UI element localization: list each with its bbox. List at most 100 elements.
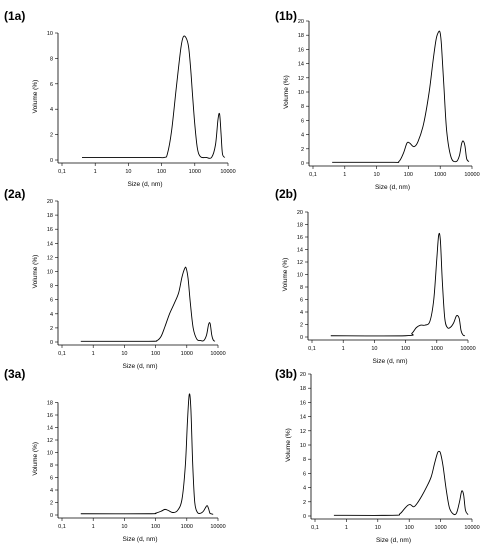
y-tick-label: 2 xyxy=(301,147,304,153)
panel-label: (2b) xyxy=(275,187,297,201)
x-axis-title: Size (d, nm) xyxy=(122,536,157,543)
y-tick-label: 6 xyxy=(50,82,53,88)
x-tick-label: 10000 xyxy=(210,351,225,357)
y-tick-label: 8 xyxy=(303,457,306,463)
x-tick-label: 0,1 xyxy=(58,169,66,175)
x-tick-label: 100 xyxy=(157,169,166,175)
y-tick-label: 4 xyxy=(50,107,53,113)
series-line xyxy=(80,266,216,342)
y-tick-label: 16 xyxy=(47,227,53,233)
y-tick-label: 14 xyxy=(47,426,53,432)
x-tick-label: 1 xyxy=(343,172,346,178)
y-tick-label: 6 xyxy=(50,298,53,304)
y-tick-label: 8 xyxy=(50,463,53,469)
y-tick-label: 10 xyxy=(47,270,53,276)
y-tick-label: 2 xyxy=(50,133,53,139)
x-tick-label: 1000 xyxy=(434,172,446,178)
y-tick-label: 10 xyxy=(298,90,304,96)
x-tick-label: 10 xyxy=(121,351,127,357)
x-tick-label: 100 xyxy=(404,172,413,178)
x-axis-title: Size (d, nm) xyxy=(372,358,407,365)
panel-label: (1a) xyxy=(4,9,25,23)
y-tick-label: 6 xyxy=(301,118,304,124)
y-tick-label: 10 xyxy=(47,31,53,37)
y-tick-label: 18 xyxy=(298,33,304,39)
y-tick-label: 12 xyxy=(297,260,303,266)
y-tick-label: 10 xyxy=(47,451,53,457)
x-tick-label: 0,1 xyxy=(309,172,317,178)
chart-panel-1: (1a) 0,1 1 10 100 1000 10000 0 2 4 6 8 10 Size (d, nm… xyxy=(4,9,236,188)
y-tick-label: 6 xyxy=(300,298,303,304)
y-tick-label: 4 xyxy=(303,486,306,492)
y-tick-label: 0 xyxy=(300,335,303,341)
x-tick-label: 0,1 xyxy=(308,346,316,352)
panel-label: (1b) xyxy=(275,9,297,23)
y-axis-title: Volume (%) xyxy=(32,80,39,114)
y-tick-label: 18 xyxy=(47,213,53,219)
y-axis-title: Volume (%) xyxy=(283,75,290,109)
x-tick-label: 100 xyxy=(405,525,414,531)
x-tick-label: 10000 xyxy=(210,524,225,530)
x-tick-label: 10000 xyxy=(464,525,479,531)
y-tick-label: 4 xyxy=(300,310,303,316)
x-tick-label: 1 xyxy=(94,169,97,175)
x-tick-label: 0,1 xyxy=(311,525,319,531)
chart-panel-4: (2b) 0,1 1 10 100 1000 10000 0 2 4 6 8 10 12 14 16 18 20 S… xyxy=(275,187,476,365)
y-tick-label: 16 xyxy=(298,47,304,53)
series-line xyxy=(330,232,466,337)
y-tick-label: 14 xyxy=(297,248,303,254)
y-tick-label: 0 xyxy=(50,340,53,346)
y-tick-label: 20 xyxy=(47,199,53,205)
x-axis-title: Size (d, nm) xyxy=(122,363,157,370)
y-tick-label: 14 xyxy=(47,241,53,247)
x-tick-label: 100 xyxy=(151,351,160,357)
y-tick-label: 4 xyxy=(301,133,304,139)
x-tick-label: 10000 xyxy=(220,169,235,175)
x-tick-label: 10 xyxy=(125,169,131,175)
x-tick-label: 0,1 xyxy=(58,524,66,530)
series-line xyxy=(333,450,469,516)
chart-panel-5: (3a) 0,1 1 10 100 1000 10000 0 2 4 6 8 10 12 14 16 18 Siz… xyxy=(4,367,226,543)
y-tick-label: 2 xyxy=(300,323,303,329)
chart-panel-6: (3b) 0,1 1 10 100 1000 10000 0 2 4 6 8 10 12 14 16 18 20 S… xyxy=(275,367,480,544)
y-tick-label: 12 xyxy=(47,255,53,261)
y-tick-label: 12 xyxy=(47,438,53,444)
y-axis-title: Volume (%) xyxy=(32,255,39,289)
y-tick-label: 16 xyxy=(47,413,53,419)
x-tick-label: 10 xyxy=(121,524,127,530)
y-tick-label: 8 xyxy=(301,104,304,110)
x-tick-label: 1 xyxy=(345,525,348,531)
series-line xyxy=(332,30,470,163)
x-axis-title: Size (d, nm) xyxy=(375,184,410,191)
y-tick-label: 20 xyxy=(297,210,303,216)
x-axis-title: Size (d, nm) xyxy=(127,181,162,188)
x-tick-label: 100 xyxy=(151,524,160,530)
x-tick-label: 1 xyxy=(92,351,95,357)
y-tick-label: 16 xyxy=(297,235,303,241)
y-tick-label: 14 xyxy=(300,415,306,421)
y-tick-label: 16 xyxy=(300,400,306,406)
y-tick-label: 10 xyxy=(300,443,306,449)
x-tick-label: 1 xyxy=(92,524,95,530)
x-tick-label: 1000 xyxy=(181,351,193,357)
y-tick-label: 18 xyxy=(47,401,53,407)
y-tick-label: 20 xyxy=(298,19,304,25)
x-tick-label: 1000 xyxy=(181,524,193,530)
y-tick-label: 20 xyxy=(300,372,306,378)
y-tick-label: 8 xyxy=(300,285,303,291)
y-tick-label: 0 xyxy=(301,161,304,167)
x-tick-label: 0,1 xyxy=(58,351,66,357)
panel-label: (3b) xyxy=(275,367,297,381)
series-line xyxy=(81,35,226,159)
y-axis-title: Volume (%) xyxy=(32,442,39,476)
x-tick-label: 10 xyxy=(371,346,377,352)
x-tick-label: 1000 xyxy=(434,525,446,531)
x-tick-label: 1000 xyxy=(431,346,443,352)
y-tick-label: 4 xyxy=(50,488,53,494)
x-tick-label: 10 xyxy=(375,525,381,531)
x-tick-label: 10000 xyxy=(464,172,479,178)
y-tick-label: 12 xyxy=(298,76,304,82)
y-tick-label: 6 xyxy=(303,471,306,477)
y-tick-label: 8 xyxy=(50,56,53,62)
y-tick-label: 0 xyxy=(50,158,53,164)
